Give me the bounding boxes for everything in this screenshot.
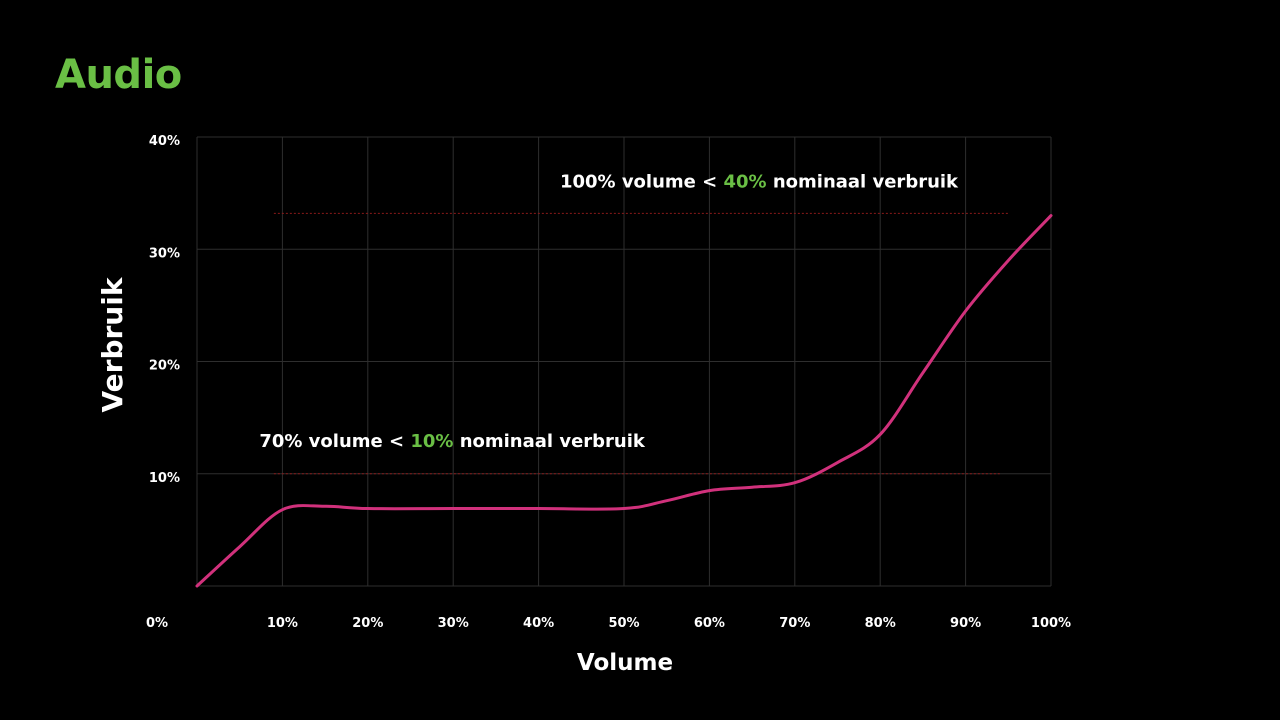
annotation-highlight: 40%	[723, 172, 766, 193]
x-tick-label: 0%	[146, 616, 168, 631]
x-tick-label: 20%	[352, 616, 383, 631]
y-axis-title: Verbruik	[96, 276, 129, 412]
annotation-text: 70% volume < 10% nominaal verbruik	[259, 431, 646, 452]
y-tick-label: 30%	[149, 246, 180, 261]
reference-lines	[273, 212, 1009, 475]
page-title: Audio	[55, 52, 182, 98]
annotation-text-part: 100% volume <	[560, 172, 724, 193]
annotation-text-part: 70% volume <	[259, 431, 410, 452]
y-tick-label: 40%	[149, 134, 180, 149]
y-tick-label: 10%	[149, 471, 180, 486]
annotation-highlight: 10%	[410, 431, 453, 452]
x-tick-label: 40%	[523, 616, 554, 631]
x-axis-ticks: 0% 10% 20% 30% 40% 50% 60% 70% 80% 90% 100%	[146, 616, 1071, 631]
annotation-text: 100% volume < 40% nominaal verbruik	[560, 172, 959, 193]
chart-series	[195, 214, 1053, 588]
x-tick-label: 80%	[865, 616, 896, 631]
chart-grid	[196, 136, 1052, 587]
y-tick-label: 20%	[149, 359, 180, 374]
annotation-text-part: nominaal verbruik	[767, 172, 959, 193]
x-tick-label: 100%	[1031, 616, 1071, 631]
annotation-text-part: nominaal verbruik	[453, 431, 645, 452]
x-axis-title: Volume	[577, 650, 673, 676]
x-tick-label: 60%	[694, 616, 725, 631]
x-tick-label: 30%	[438, 616, 469, 631]
x-tick-label: 10%	[267, 616, 298, 631]
x-tick-label: 90%	[950, 616, 981, 631]
x-tick-label: 50%	[608, 616, 639, 631]
series-line	[195, 214, 1053, 588]
y-axis-ticks: 10% 20% 30% 40%	[149, 134, 180, 486]
x-tick-label: 70%	[779, 616, 810, 631]
